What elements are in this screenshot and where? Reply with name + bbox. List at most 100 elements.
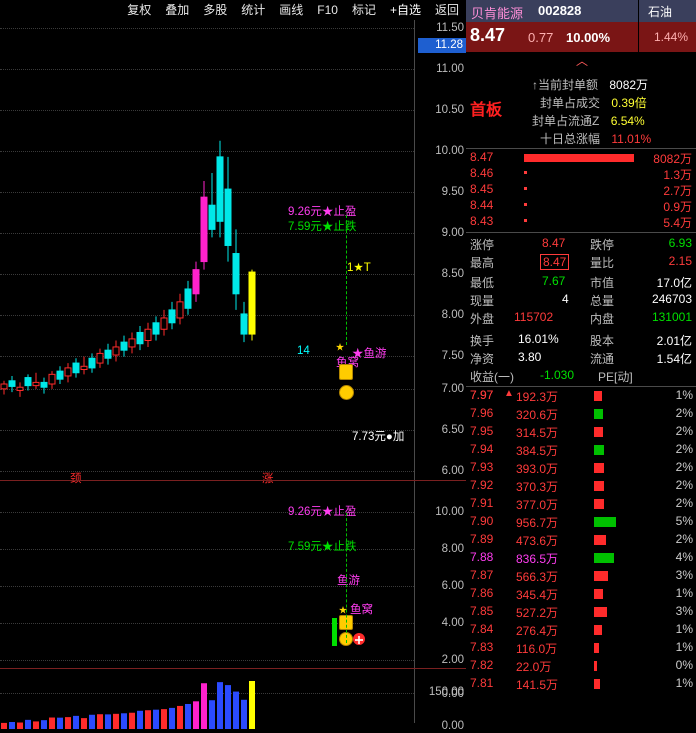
summary-value: 0.39倍 [611,96,647,110]
stat-row-6: 净资 3.80 流通 1.54亿 [470,350,696,367]
menu-item-fuquan[interactable]: 复权 [127,3,152,17]
sub-star-marker-icon [339,601,347,614]
volume-y-label: 150.00 [428,686,464,698]
orderbook-dot [524,219,527,222]
tape-row[interactable]: 7.81 141.5万 1% [466,676,696,692]
kline-chart-area[interactable]: 11.50 11.28 11.00 10.50 10.00 9.50 9.00 … [0,20,466,732]
annotation-rise: 涨 [262,473,274,485]
summary-label: 封单占流通Z [532,114,600,128]
tape-pct: 1% [675,622,693,636]
orderbook-volume: 1.3万 [663,168,692,182]
tape-price: 7.81 [470,676,494,690]
orderbook-row[interactable]: 8.43 5.4万 [466,214,696,230]
stat-value: 8.47 [542,236,566,250]
gridline [0,69,414,70]
tape-bar [594,571,608,581]
stat-value: 16.01% [518,332,559,346]
tape-volume: 116.0万 [516,642,558,656]
orderbook-row[interactable]: 8.47 8082万 [466,150,696,166]
menu-item-huaxian[interactable]: 画线 [279,3,304,17]
stat-label: 内盘 [590,312,615,326]
sub-annotation-stop-loss: 7.59元★止跌 [288,541,357,553]
volume-y-label: 0.00 [441,720,464,732]
tape-row[interactable]: 7.86 345.4万 1% [466,586,696,602]
sector-name: 石油 [648,5,673,19]
stat-row-1: 最高 8.47 量比 2.15 [470,254,696,271]
stat-row-7: 收益(一) -1.030 PE[动] [470,368,696,385]
tape-volume: 527.2万 [516,606,559,620]
orderbook-row[interactable]: 8.45 2.7万 [466,182,696,198]
expand-caret-icon[interactable]: ︿ [576,54,589,68]
price-change-pct: 10.00% [566,30,611,45]
sub-y-label: 0.00 [441,688,464,700]
orderbook-price: 8.45 [470,182,494,196]
tape-volume: 384.5万 [516,444,559,458]
first-limit-badge: 首板 [470,102,503,119]
tape-row[interactable]: 7.83 116.0万 1% [466,640,696,656]
stat-label: 跌停 [590,238,615,252]
tape-volume: 956.7万 [516,516,559,530]
quote-panel[interactable]: 贝肯能源 002828 石油 8.47 0.77 10.00% 1.44% ︿ … [466,0,696,723]
tape-pct: 2% [675,496,693,510]
menu-item-back[interactable]: 返回 [434,3,459,17]
tape-row[interactable]: 7.96 320.6万 2% [466,406,696,422]
header-divider [638,0,639,22]
tape-volume: 276.4万 [516,624,559,638]
stat-label: 换手 [470,334,495,348]
y-label: 9.00 [441,227,464,239]
tape-row[interactable]: 7.91 377.0万 2% [466,496,696,512]
tape-row[interactable]: 7.88 836.5万 4% [466,550,696,566]
menu-item-tongji[interactable]: 统计 [241,3,266,17]
sub-y-label: 10.00 [435,506,464,518]
tape-row[interactable]: 7.82 22.0万 0% [466,658,696,674]
top-toolbar[interactable]: 复权 叠加 多股 统计 画线 F10 标记 +自选 返回 [0,0,466,20]
tape-row[interactable]: 7.87 566.3万 3% [466,568,696,584]
tape-volume: 393.0万 [516,462,559,476]
subgridline [0,660,414,661]
tape-bar [594,607,607,617]
stat-value: 246703 [651,292,692,306]
menu-item-diejia[interactable]: 叠加 [165,3,190,17]
tape-bar [594,427,603,437]
tape-row[interactable]: 7.97 192.3万 1% [466,388,696,404]
tape-row[interactable]: 7.89 473.6万 2% [466,532,696,548]
tape-row[interactable]: 7.92 370.3万 2% [466,478,696,494]
annotation-count-14: 14 [297,345,310,357]
sub-red-plus-icon [353,633,365,645]
tape-row[interactable]: 7.94 384.5万 2% [466,442,696,458]
orderbook-row[interactable]: 8.46 1.3万 [466,166,696,182]
orderbook-dot [524,187,527,190]
sub-y-label: 8.00 [441,543,464,555]
gridline [0,28,414,29]
quote-strip: 8.47 0.77 10.00% 1.44% [466,22,696,52]
sub-indicator-bar-green [332,618,337,646]
tape-row[interactable]: 7.84 276.4万 1% [466,622,696,638]
stat-value: -1.030 [540,368,575,382]
tape-bar [594,445,604,455]
menu-item-duogu[interactable]: 多股 [203,3,228,17]
subgridline [0,512,414,513]
stat-value: 17.0亿 [656,276,692,290]
subgridline [0,623,414,624]
orderbook-bar [524,154,634,162]
menu-item-biaoji[interactable]: 标记 [351,3,376,17]
tape-row[interactable]: 7.85 527.2万 3% [466,604,696,620]
tape-bar [594,589,603,599]
tape-price: 7.83 [470,640,494,654]
gridline [0,110,414,111]
tape-row[interactable]: 7.90 956.7万 5% [466,514,696,530]
sector-change-pct: 1.44% [654,30,689,44]
tape-volume: 320.6万 [516,408,559,422]
stat-value-highlight: 8.47 [540,254,570,270]
tape-bar [594,409,603,419]
tape-pct: 0% [675,658,693,672]
orderbook-row[interactable]: 8.44 0.9万 [466,198,696,214]
tape-row[interactable]: 7.95 314.5万 2% [466,424,696,440]
menu-item-f10[interactable]: F10 [317,3,338,17]
y-label: 8.00 [441,309,464,321]
tape-row[interactable]: 7.93 393.0万 2% [466,460,696,476]
annotation-neckline: 颈 [70,473,82,485]
stop-level-connector [346,215,347,345]
menu-item-add-favorite[interactable]: +自选 [389,3,421,17]
tape-pct: 5% [675,514,693,528]
